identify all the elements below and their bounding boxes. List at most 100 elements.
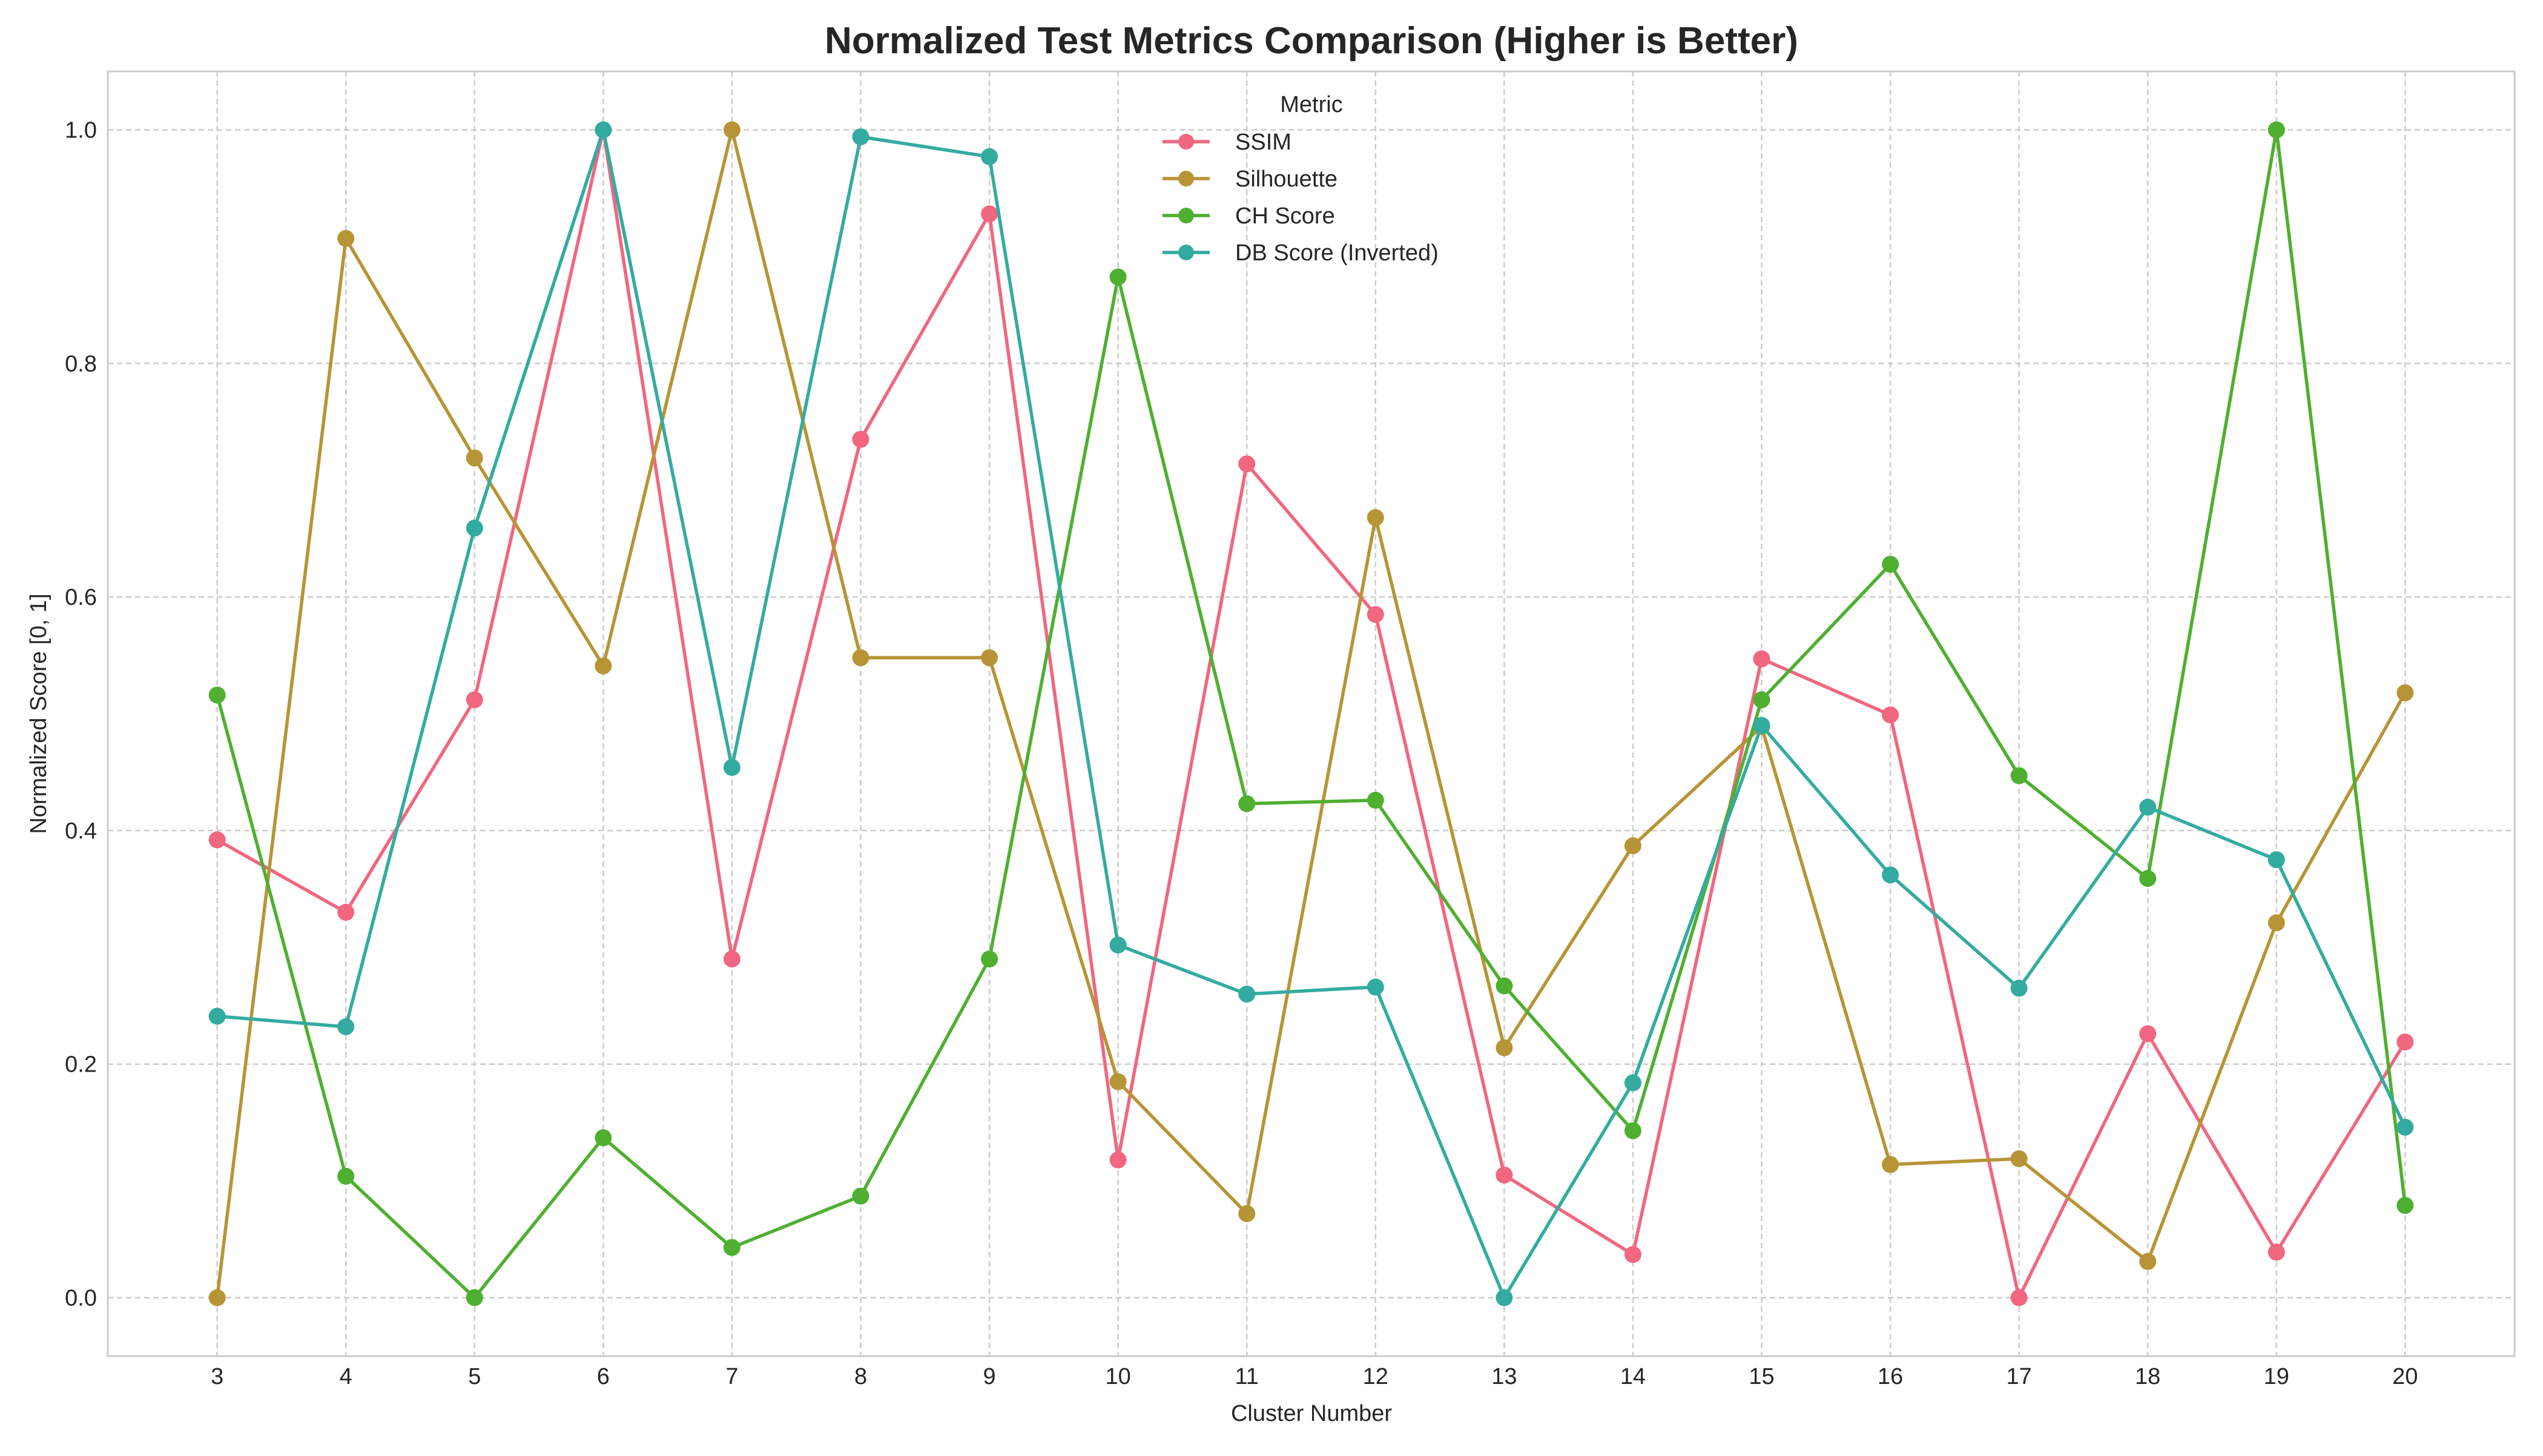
data-point	[2010, 1150, 2028, 1167]
x-tick-label: 5	[468, 1364, 481, 1389]
data-point	[2139, 1253, 2157, 1270]
data-point	[1367, 606, 1384, 623]
legend-label: CH Score	[1235, 203, 1335, 229]
data-point	[2396, 684, 2414, 702]
series-line	[216, 128, 2407, 1300]
data-point	[723, 121, 740, 139]
data-point	[1238, 795, 1256, 812]
data-point	[208, 687, 226, 704]
x-tick-label: 10	[1106, 1364, 1131, 1389]
series-silhouette	[208, 121, 2414, 1306]
series	[208, 121, 2414, 1306]
data-point	[981, 649, 998, 667]
legend-item: DB Score (Inverted)	[1163, 240, 1439, 266]
data-point	[208, 831, 226, 849]
x-tick-label: 18	[2135, 1364, 2160, 1389]
legend-swatch-marker	[1178, 245, 1194, 260]
data-point	[1624, 1074, 1641, 1092]
series-line	[217, 128, 2407, 1300]
data-point	[2396, 1118, 2414, 1136]
x-tick-label: 20	[2392, 1364, 2418, 1389]
x-tick-label: 4	[340, 1364, 352, 1389]
legend-item: Silhouette	[1163, 166, 1337, 192]
x-tick-label: 7	[725, 1364, 738, 1389]
data-point	[337, 1167, 355, 1185]
data-point	[1367, 791, 1384, 809]
data-point	[1367, 509, 1384, 526]
data-point	[723, 759, 740, 776]
data-point	[2010, 980, 2028, 997]
legend-label: SSIM	[1235, 130, 1291, 155]
data-point	[466, 691, 483, 708]
data-point	[1882, 556, 1899, 573]
x-tick-label: 8	[854, 1364, 867, 1389]
legend-swatch-marker	[1178, 171, 1194, 186]
legend-swatch-marker	[1178, 208, 1194, 223]
data-point	[1496, 1167, 1513, 1184]
data-point	[1882, 706, 1899, 723]
data-point	[2139, 870, 2157, 887]
series-db-score-inverted	[208, 121, 2414, 1306]
legend-swatch-marker	[1178, 134, 1194, 150]
data-point	[852, 1187, 869, 1205]
data-point	[981, 950, 998, 968]
y-axis: 0.0 0.2 0.4 0.6 0.8 1.0	[65, 117, 97, 1311]
legend-item: SSIM	[1163, 130, 1291, 155]
data-point	[595, 121, 612, 139]
data-point	[2268, 121, 2285, 139]
data-point	[595, 1129, 612, 1147]
data-point	[1753, 717, 1770, 734]
data-point	[2010, 1289, 2028, 1306]
x-tick-label: 16	[1878, 1364, 1903, 1389]
data-point	[2268, 914, 2285, 932]
data-point	[1624, 837, 1641, 854]
data-point	[1882, 866, 1899, 884]
data-point	[466, 449, 483, 467]
data-point	[723, 950, 740, 968]
x-tick-label: 14	[1620, 1364, 1646, 1389]
x-tick-label: 9	[983, 1364, 996, 1389]
data-point	[981, 148, 998, 165]
data-point	[2268, 851, 2285, 869]
x-axis: 3 4 5 6 7 8 9 10 11 12 13 14 15 16 17 18 19 20	[211, 1364, 2418, 1389]
grid	[108, 71, 2515, 1356]
data-point	[1624, 1122, 1641, 1139]
data-point	[1109, 268, 1127, 286]
legend-label: Silhouette	[1235, 166, 1337, 192]
data-point	[1496, 977, 1513, 995]
legend-item: CH Score	[1163, 203, 1335, 229]
data-point	[337, 903, 355, 921]
data-point	[337, 229, 355, 247]
data-point	[852, 430, 869, 448]
data-point	[1238, 455, 1256, 473]
data-point	[2139, 799, 2157, 816]
legend: Metric SSIM Silhouette CH Score DB Score (I…	[1163, 92, 1439, 266]
data-point	[1238, 986, 1256, 1003]
x-tick-label: 11	[1235, 1364, 1258, 1389]
data-point	[852, 649, 869, 667]
data-point	[2010, 767, 2028, 785]
data-point	[723, 1239, 740, 1256]
data-point	[1753, 650, 1770, 668]
series-line	[216, 128, 2407, 1300]
x-axis-label: Cluster Number	[1231, 1401, 1392, 1426]
legend-title: Metric	[1280, 92, 1342, 117]
x-tick-label: 6	[597, 1364, 610, 1389]
legend-label: DB Score (Inverted)	[1235, 240, 1439, 266]
plot-frame	[107, 70, 2516, 1357]
data-point	[1367, 978, 1384, 996]
data-point	[1496, 1289, 1513, 1306]
data-point	[208, 1007, 226, 1025]
series-ch-score	[208, 121, 2414, 1306]
x-tick-label: 15	[1749, 1364, 1774, 1389]
x-tick-label: 17	[2006, 1364, 2031, 1389]
y-axis-label: Normalized Score [0, 1]	[26, 593, 51, 834]
data-point	[1882, 1156, 1899, 1173]
series-ssim	[208, 121, 2414, 1306]
data-point	[981, 205, 998, 223]
y-tick-label: 0.8	[65, 351, 97, 377]
data-point	[466, 1289, 483, 1306]
data-point	[2396, 1033, 2414, 1051]
